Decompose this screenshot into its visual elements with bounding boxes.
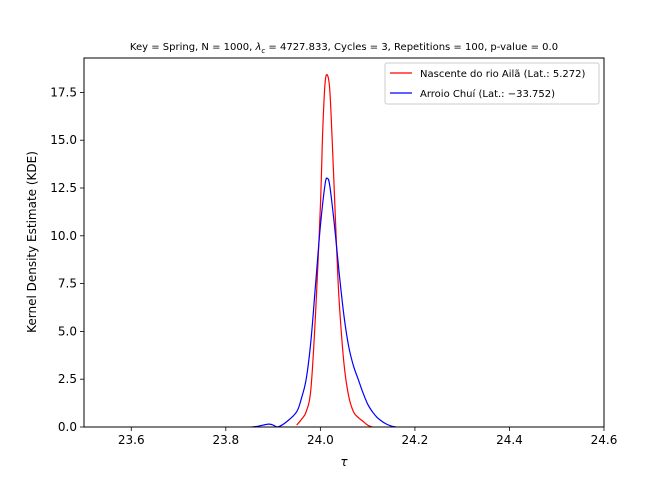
x-tick-label: 24.4 <box>496 433 523 447</box>
y-tick-label: 5.0 <box>58 324 77 338</box>
y-tick-label: 12.5 <box>50 181 77 195</box>
y-tick-label: 0.0 <box>58 420 77 434</box>
x-tick-label: 24.6 <box>591 433 618 447</box>
x-tick-label: 24.0 <box>307 433 334 447</box>
y-tick-label: 17.5 <box>50 85 77 99</box>
y-tick-label: 15.0 <box>50 133 77 147</box>
y-tick-label: 2.5 <box>58 372 77 386</box>
x-tick-label: 24.2 <box>402 433 429 447</box>
plot-area <box>83 57 605 428</box>
chart-title: Key = Spring, N = 1000, λc = 4727.833, C… <box>130 42 558 55</box>
x-axis: 23.6 23.8 24.0 24.2 24.4 24.6 <box>118 427 617 447</box>
series-line-1 <box>251 177 397 428</box>
legend-box <box>384 62 600 105</box>
series-layer <box>251 73 397 428</box>
legend-label-nascente: Nascente do rio Ailã (Lat.: 5.272) <box>420 69 585 80</box>
plot-frame <box>83 57 605 428</box>
y-axis: 0.0 2.5 5.0 7.5 10.0 12.5 15.0 17.5 <box>50 85 84 434</box>
legend-label-arroio: Arroio Chuí (Lat.: −33.752) <box>420 88 555 100</box>
chart-title-end: = 4727.833, Cycles = 3, Repetitions = 10… <box>265 42 558 53</box>
y-tick-label: 10.0 <box>50 229 77 243</box>
x-axis-label: τ <box>340 455 348 469</box>
x-tick-label: 23.8 <box>212 433 239 447</box>
x-tick-label: 23.6 <box>118 433 145 447</box>
y-tick-label: 7.5 <box>58 277 77 291</box>
series-line-0 <box>296 73 373 428</box>
y-axis-label: Kernel Density Estimate (KDE) <box>25 151 39 333</box>
legend: Nascente do rio Ailã (Lat.: 5.272) Arroi… <box>384 62 600 105</box>
chart-title-lambda: λ <box>254 42 261 53</box>
chart-title-start: Key = Spring, N = 1000, <box>130 42 256 53</box>
chart-title-lambda-subscript: c <box>261 47 265 55</box>
